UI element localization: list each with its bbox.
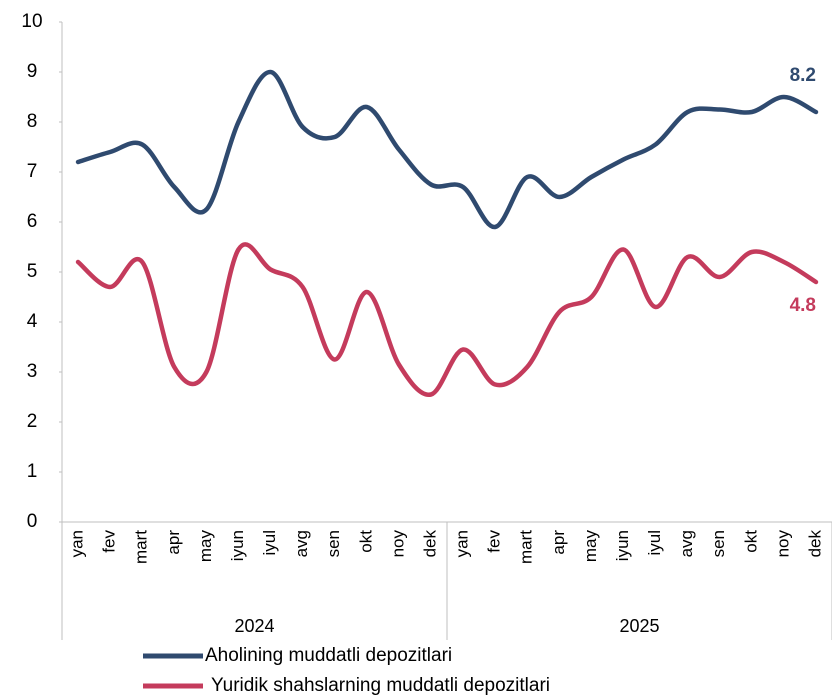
x-tick-label: avg [677,530,696,557]
series-line [75,69,819,230]
x-tick-label: may [196,530,215,563]
x-tick-label: apr [549,530,568,555]
x-tick-label: okt [356,530,375,553]
legend-label: Aholining muddatli depozitlari [205,645,452,666]
x-tick-label: mart [132,530,151,564]
y-tick-label: 2 [27,411,38,432]
y-tick-label: 5 [27,261,38,282]
x-tick-label: fev [100,530,119,553]
y-tick-label: 0 [27,511,38,532]
y-tick-label: 4 [27,311,38,332]
legend-label: Yuridik shahslarning muddatli depozitlar… [211,675,550,696]
data-label: 8.2 [790,65,816,86]
x-tick-label: avg [292,530,311,557]
data-label: 4.8 [790,295,816,316]
y-tick-label: 8 [27,111,38,132]
x-tick-label: sen [324,530,343,557]
y-tick-label: 10 [21,11,42,32]
x-tick-label: iyun [613,530,632,561]
x-tick-label: okt [741,530,760,553]
x-tick-label: noy [773,530,792,558]
y-tick-label: 6 [27,211,38,232]
x-tick-label: iyul [645,530,664,556]
y-tick-label: 1 [27,461,38,482]
x-group-label: 2024 [234,616,274,636]
x-group-label: 2025 [619,616,659,636]
x-tick-label: yan [68,530,87,557]
y-tick-label: 9 [27,61,38,82]
x-tick-label: iyun [228,530,247,561]
y-tick-label: 3 [27,361,38,382]
x-tick-label: mart [517,530,536,564]
y-tick-label: 7 [27,161,38,182]
x-tick-label: iyul [260,530,279,556]
x-tick-label: sen [709,530,728,557]
x-tick-label: dek [805,530,824,558]
x-tick-label: noy [388,530,407,558]
x-tick-label: fev [485,530,504,553]
x-tick-label: apr [164,530,183,555]
x-tick-label: dek [420,530,439,558]
x-tick-label: may [581,530,600,563]
x-tick-label: yan [453,530,472,557]
series-line [75,242,819,397]
